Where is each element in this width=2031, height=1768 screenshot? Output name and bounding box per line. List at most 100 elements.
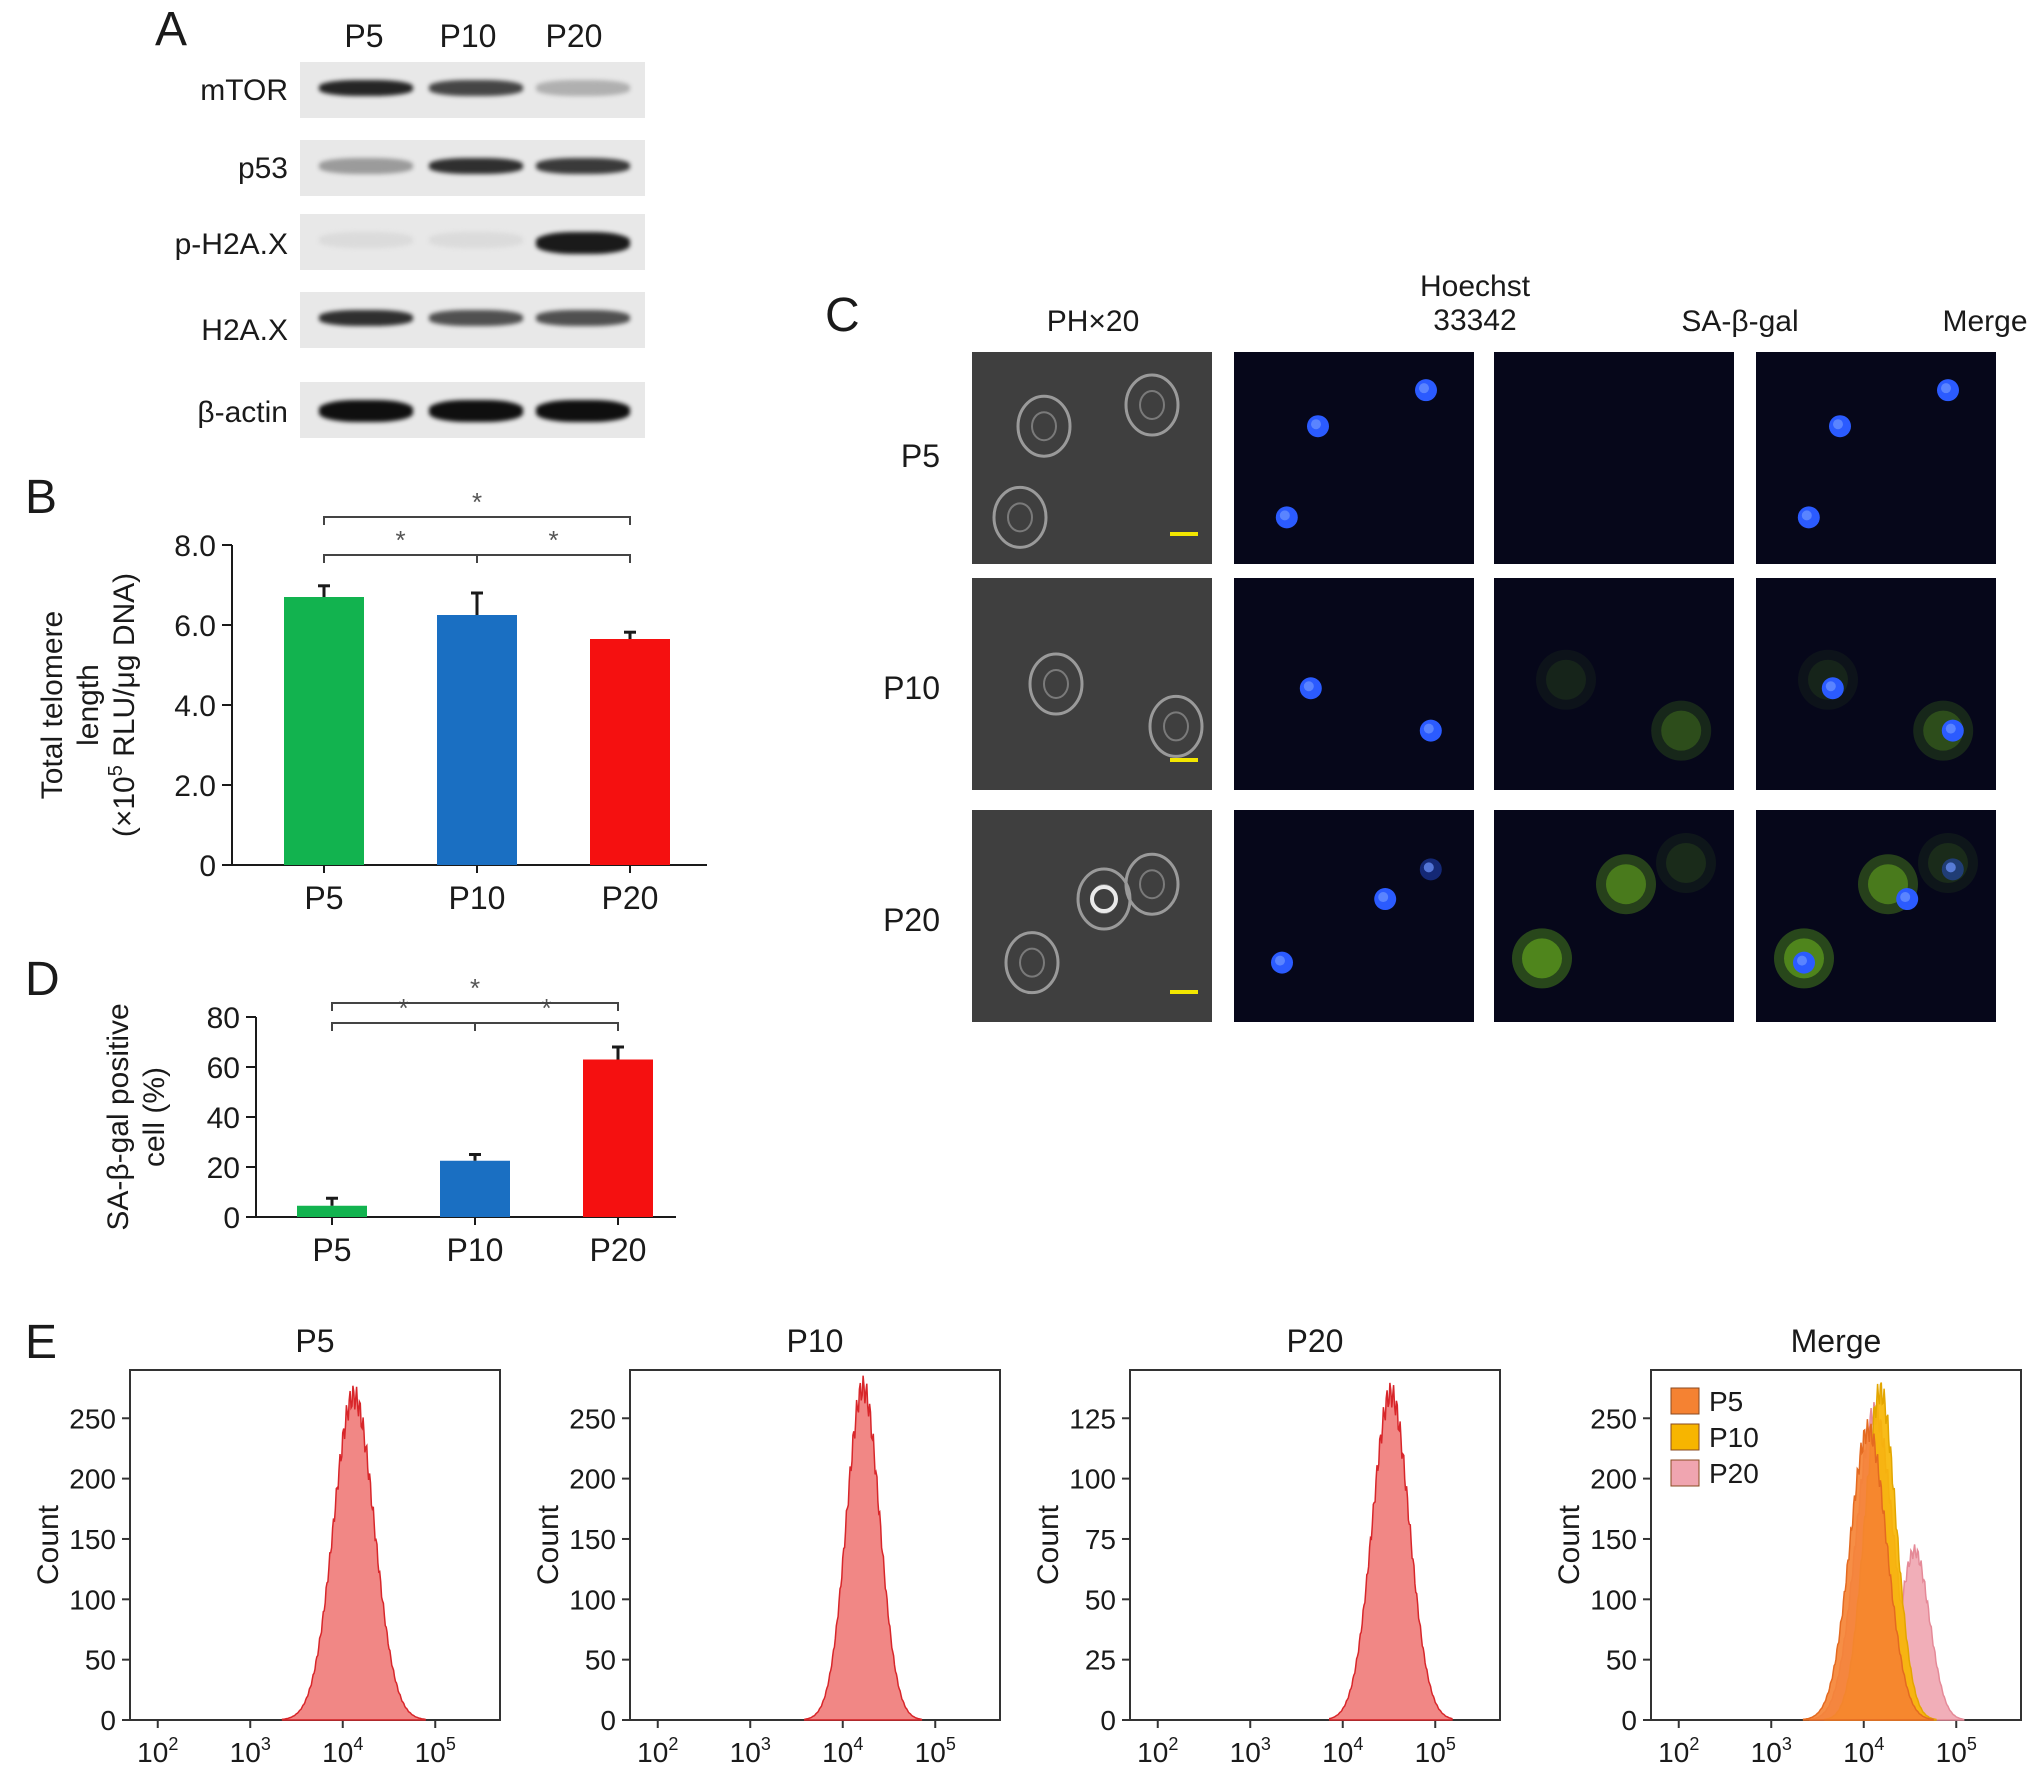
significance-mark: * — [395, 525, 405, 555]
x-tick-label: 103 — [1751, 1734, 1792, 1768]
bar-p20 — [583, 1059, 653, 1217]
column-head-sa-beta-gal: SA-β-gal — [1681, 305, 1799, 338]
blot-strip — [300, 382, 645, 438]
blot-band — [319, 400, 413, 422]
x-tick-label: 105 — [415, 1734, 456, 1768]
exponent: 4 — [353, 1734, 363, 1754]
y-tick-label: 250 — [569, 1403, 616, 1434]
blot-label-p53: p53 — [237, 152, 288, 185]
histogram-title: P20 — [1287, 1323, 1344, 1359]
x-tick-label: 104 — [1322, 1734, 1363, 1768]
sa-beta-gal-stain — [1918, 833, 1978, 893]
y-tick-label: 250 — [69, 1403, 116, 1434]
nucleus-highlight — [1801, 510, 1812, 521]
sa-beta-gal-stain — [1656, 833, 1716, 893]
micrograph-tile — [1234, 352, 1474, 564]
micrograph-svg — [1512, 833, 1716, 989]
micrograph-svg — [1299, 677, 1442, 742]
y-tick-label: 0 — [1621, 1705, 1637, 1736]
blot-column-p10: P10 — [439, 18, 497, 54]
blot-band — [319, 158, 413, 174]
row-label-p20: P20 — [883, 902, 940, 938]
nucleus-highlight — [1945, 862, 1956, 873]
panel-label-d: D — [25, 953, 60, 1006]
column-head-merge: Merge — [1942, 305, 2028, 338]
exponent: 3 — [261, 1734, 271, 1754]
blot-label-h2ax: H2A.X — [201, 314, 288, 347]
micrograph-svg — [1004, 852, 1198, 995]
y-tick-label: 4.0 — [174, 690, 216, 723]
exponent: 2 — [168, 1734, 178, 1754]
panel-label-e: E — [25, 1316, 58, 1369]
significance-bracket — [331, 1022, 476, 1031]
sa-beta-gal-core — [1546, 659, 1586, 700]
bar-p10 — [440, 1160, 510, 1217]
blot-band — [536, 310, 630, 326]
micrograph-svg — [1494, 352, 1734, 564]
x-tick-label: P10 — [447, 1232, 504, 1268]
blot-label-p-h2ax: p-H2A.X — [174, 228, 288, 261]
legend-swatch-p20 — [1670, 1459, 1700, 1487]
nucleus-highlight — [1423, 862, 1434, 873]
bar-p5 — [284, 597, 364, 865]
telomere-length-chart: 0 2.0 4.0 6.0 8.0 P5 P10 P20 * * * Total telomere le… — [36, 487, 707, 916]
y-tick-label: 125 — [1069, 1403, 1116, 1434]
x-tick-label: 103 — [730, 1734, 771, 1768]
x-tick-label: 105 — [1936, 1734, 1977, 1768]
y-tick-label: 50 — [1606, 1645, 1637, 1676]
x-tick-label: 105 — [1415, 1734, 1456, 1768]
micrograph-tile — [972, 578, 1212, 790]
y-tick-label: 50 — [1085, 1584, 1116, 1615]
panel-label-a: A — [155, 3, 188, 56]
x-tick-label: 102 — [137, 1734, 178, 1768]
micrograph-svg — [1271, 858, 1442, 974]
sa-beta-gal-core — [1928, 843, 1968, 883]
exponent: 4 — [853, 1734, 863, 1754]
cell-nucleus-outline — [1007, 502, 1033, 533]
x-tick-label: 105 — [915, 1734, 956, 1768]
micrograph-svg — [1798, 649, 1974, 761]
y-tick-label: 200 — [69, 1464, 116, 1495]
x-tick-label: P5 — [312, 1232, 351, 1268]
nucleus-highlight — [1900, 892, 1911, 903]
cell-nucleus-outline — [1031, 411, 1057, 442]
scale-bar — [1170, 532, 1198, 536]
micrograph-tile — [1494, 810, 1734, 1022]
histogram-series-p5 — [1802, 1419, 1934, 1721]
nucleus-highlight — [1279, 510, 1290, 521]
sa-beta-gal-stain — [1596, 854, 1656, 915]
histogram-p5: P5 0 50 100 150 200 250 102 103 104 105 Count — [32, 1323, 501, 1768]
cell-outline — [1124, 852, 1180, 916]
y-axis-label: Count — [1553, 1504, 1586, 1585]
cell-nucleus-outline — [1139, 390, 1165, 420]
y-axis-label: Total telomere length(×105 RLU/μg DNA) — [36, 573, 141, 837]
exponent: 5 — [1967, 1734, 1977, 1754]
histogram-series-main — [804, 1375, 923, 1721]
western-blot-panel: P5 P10 P20 mTOR p53 p-H2A.X H2A.X β-acti… — [0, 0, 700, 460]
y-label-line: SA-β-gal positive — [102, 1003, 135, 1230]
blot-band — [429, 158, 523, 174]
column-head-ph: PH×20 — [1046, 305, 1140, 338]
x-tick-label: 104 — [822, 1734, 863, 1768]
nucleus-highlight — [1275, 955, 1285, 966]
panel-label-b: B — [25, 471, 58, 524]
y-tick-label: 0 — [1100, 1705, 1116, 1736]
exponent: 4 — [1874, 1734, 1884, 1754]
rounded-cell — [1090, 885, 1118, 914]
cell-outline — [1124, 373, 1180, 437]
exponent: 2 — [1168, 1734, 1178, 1754]
x-tick-label: 104 — [1843, 1734, 1884, 1768]
y-tick-label: 50 — [85, 1645, 116, 1676]
x-tick-label: 102 — [1137, 1734, 1178, 1768]
y-label-line: cell (%) — [138, 1067, 171, 1167]
sa-beta-gal-core — [1606, 864, 1646, 905]
label-rest: RLU/μg DNA) — [108, 573, 141, 765]
cell-nucleus-outline — [1019, 947, 1045, 978]
sa-beta-gal-stain — [1536, 649, 1596, 710]
nucleus-highlight — [1303, 681, 1314, 692]
sa-beta-gal-core — [1666, 843, 1706, 883]
histogram-title: P5 — [295, 1323, 334, 1359]
blot-band — [429, 232, 523, 248]
blot-band — [536, 158, 630, 174]
